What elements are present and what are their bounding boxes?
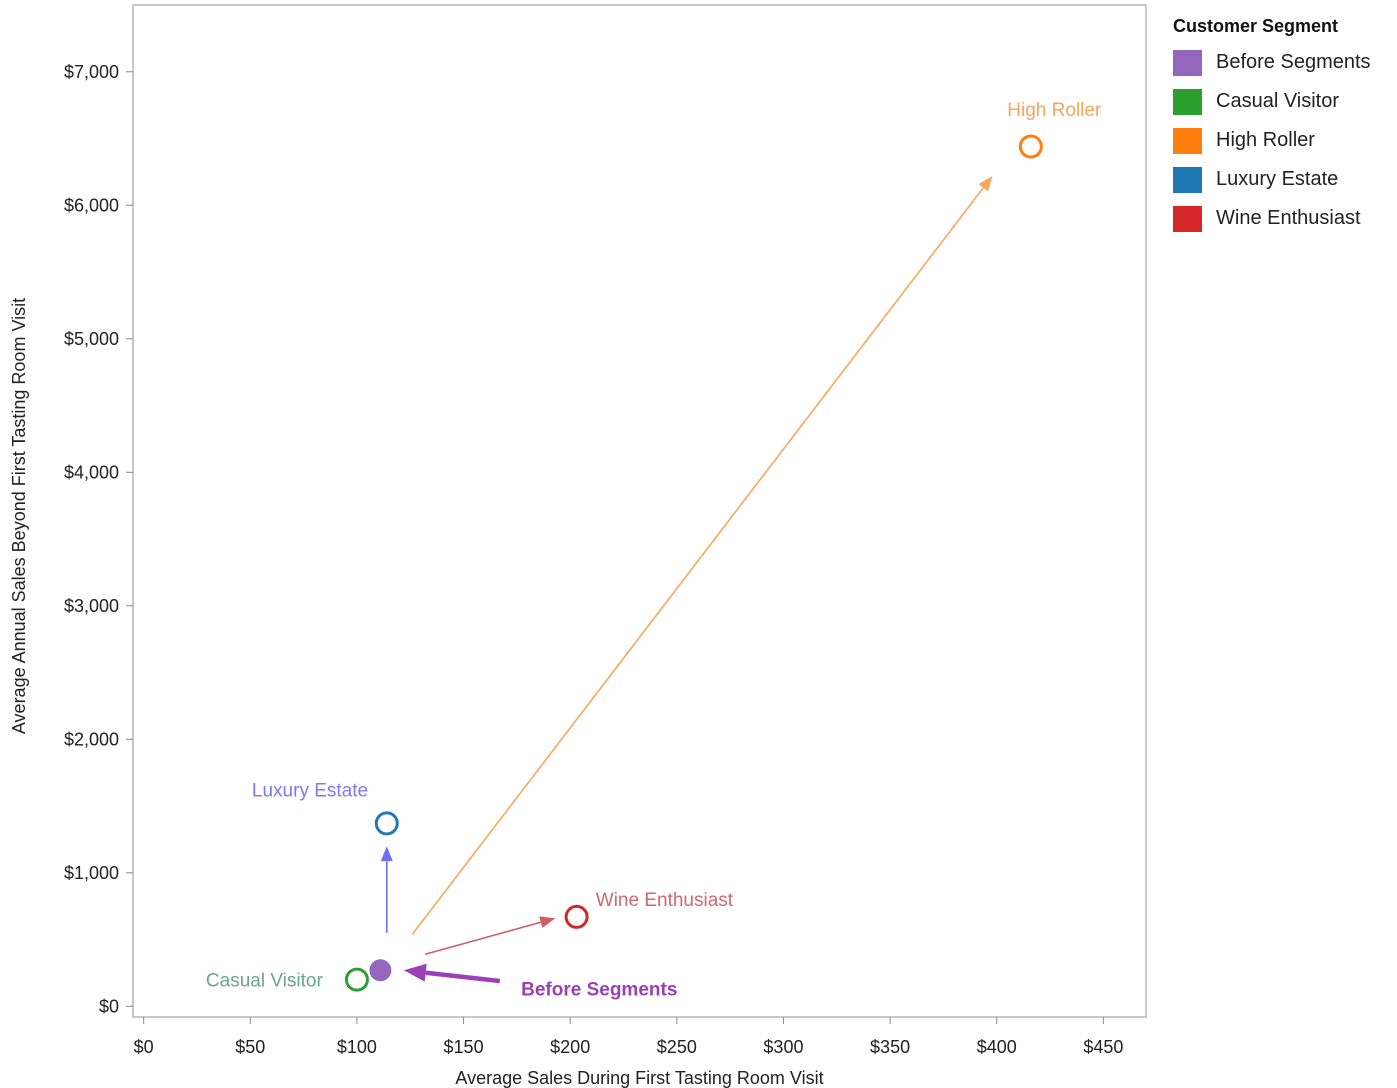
y-tick-label: $6,000	[64, 195, 119, 215]
y-tick-label: $7,000	[64, 62, 119, 82]
legend-item: Casual Visitor	[1173, 82, 1371, 121]
x-tick-label: $400	[977, 1037, 1017, 1057]
arrow-shaft	[425, 970, 501, 984]
x-tick-label: $300	[763, 1037, 803, 1057]
point-luxury-estate	[374, 811, 399, 836]
point-high-roller	[1018, 134, 1043, 159]
x-tick-label: $100	[337, 1037, 377, 1057]
legend-label: Casual Visitor	[1216, 90, 1340, 112]
x-tick-label: $200	[550, 1037, 590, 1057]
annotation-luxury-estate: Luxury Estate	[252, 781, 368, 802]
data-points	[344, 134, 1043, 992]
legend-label: Luxury Estate	[1216, 168, 1339, 190]
annotation-labels: High Roller Luxury Estate Wine Enthusiast C…	[206, 100, 1102, 1001]
legend-item: Luxury Estate	[1173, 160, 1371, 199]
legend-items: Before Segments Casual Visitor High Roller…	[1173, 43, 1371, 238]
y-tick-label: $3,000	[64, 596, 119, 616]
x-tick-label: $350	[870, 1037, 910, 1057]
plot-frame	[132, 4, 1147, 1018]
arrow-head	[539, 916, 556, 928]
x-tick-label: $250	[657, 1037, 697, 1057]
legend-item: Wine Enthusiast	[1173, 199, 1371, 238]
x-tick-label: $0	[134, 1037, 154, 1057]
x-tick-label: $150	[444, 1037, 484, 1057]
y-axis-title: Average Annual Sales Beyond First Tastin…	[9, 298, 29, 734]
legend-swatch	[1173, 166, 1202, 193]
point-before-segments	[369, 959, 392, 982]
annotation-arrows	[380, 175, 993, 984]
legend: Customer Segment Before Segments Casual V…	[1173, 16, 1371, 238]
tick-labels: $0 $50 $100 $150 $200 $250 $300 $350 $400 $450 $0 $…	[64, 62, 1123, 1057]
arrow-head	[978, 175, 993, 192]
arrow-shaft	[411, 187, 984, 935]
point-wine-enthusiast	[564, 904, 589, 929]
legend-label: Wine Enthusiast	[1216, 207, 1361, 229]
arrow-head	[403, 963, 427, 982]
legend-swatch	[1173, 49, 1202, 76]
point-casual-visitor	[344, 967, 369, 992]
annotation-before-segments: Before Segments	[521, 980, 677, 1001]
legend-label: Before Segments	[1216, 51, 1371, 73]
legend-item: Before Segments	[1173, 43, 1371, 82]
legend-swatch	[1173, 127, 1202, 154]
axes	[126, 4, 1147, 1024]
y-tick-label: $5,000	[64, 329, 119, 349]
y-tick-label: $4,000	[64, 462, 119, 482]
x-tick-label: $50	[235, 1037, 265, 1057]
legend-swatch	[1173, 205, 1202, 232]
y-tick-label: $0	[99, 996, 119, 1016]
arrow-head	[380, 846, 393, 862]
legend-swatch	[1173, 88, 1202, 115]
y-tick-label: $1,000	[64, 863, 119, 883]
y-tick-label: $2,000	[64, 729, 119, 749]
legend-label: High Roller	[1216, 129, 1315, 151]
legend-title: Customer Segment	[1173, 16, 1339, 36]
legend-item: High Roller	[1173, 121, 1371, 160]
x-tick-label: $450	[1083, 1037, 1123, 1057]
x-axis-title: Average Sales During First Tasting Room …	[455, 1068, 823, 1088]
annotation-high-roller: High Roller	[1007, 100, 1102, 121]
arrow-shaft	[424, 921, 542, 956]
annotation-casual-visitor: Casual Visitor	[206, 970, 324, 991]
annotation-wine-enthusiast: Wine Enthusiast	[596, 890, 734, 911]
